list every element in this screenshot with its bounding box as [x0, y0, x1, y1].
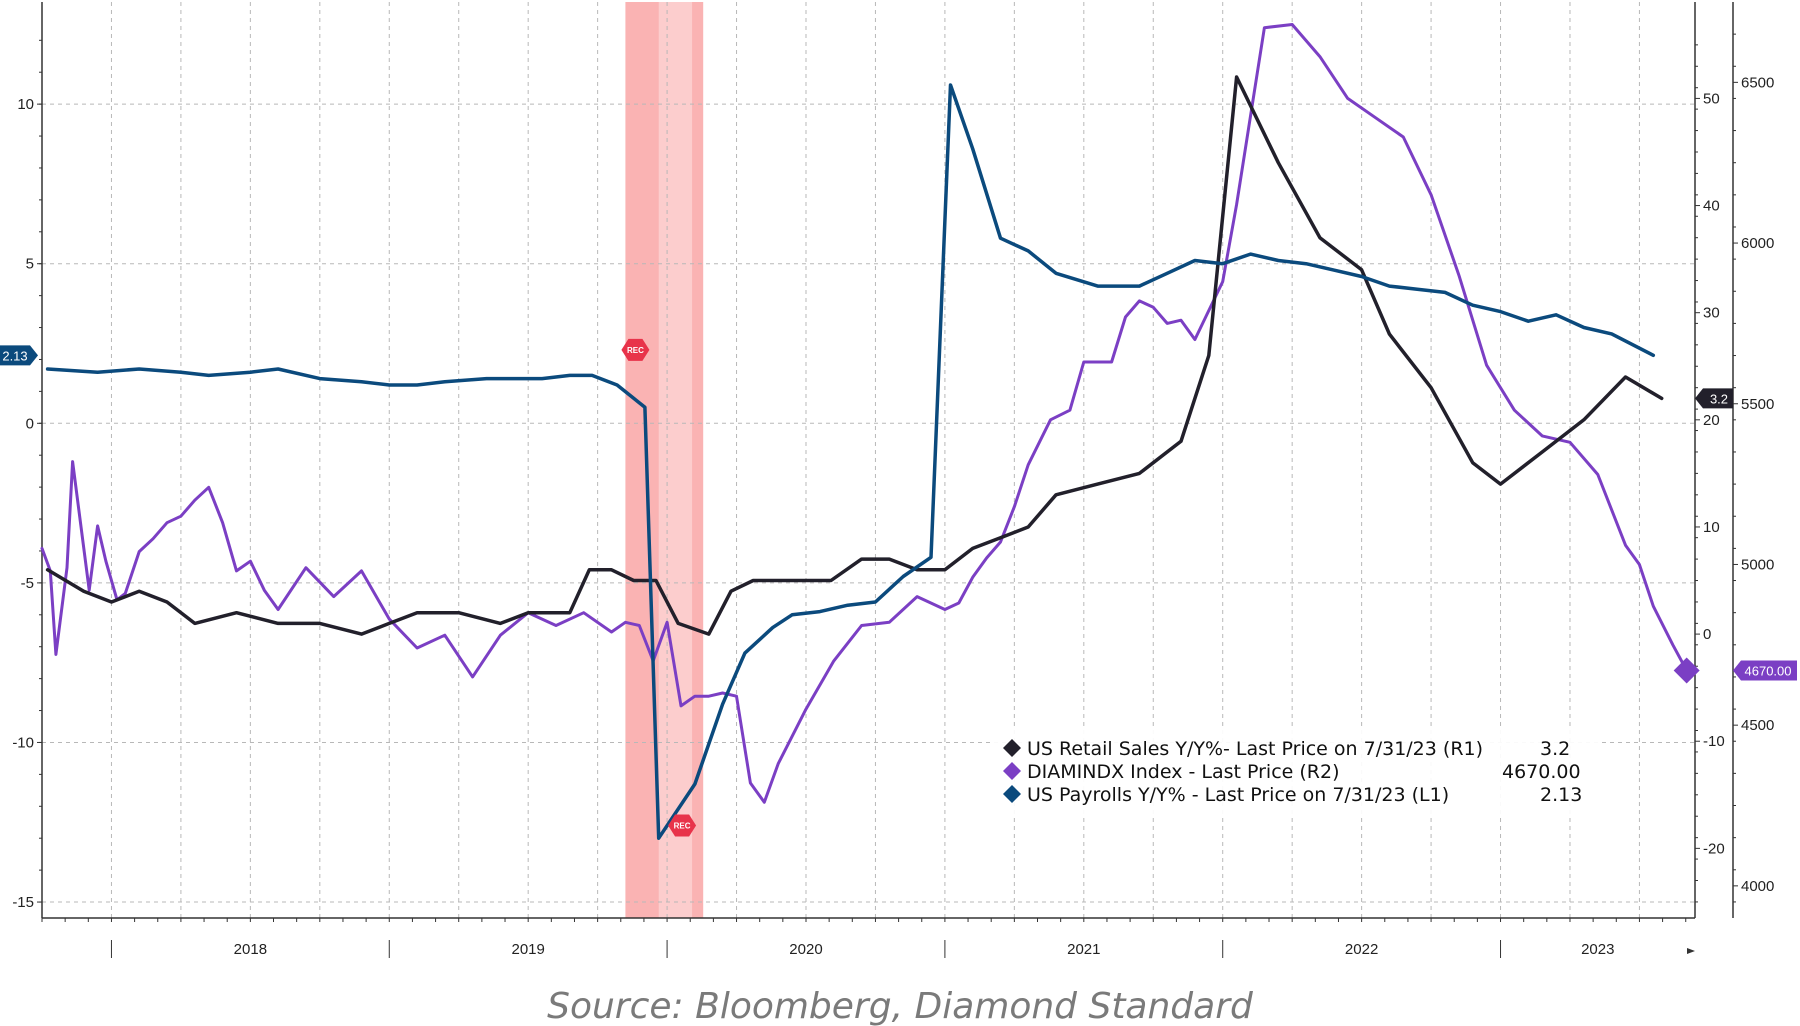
year-label-2021: 2021	[1067, 941, 1100, 958]
year-label-2022: 2022	[1345, 941, 1378, 958]
series-line-1	[40, 23, 1689, 804]
right1-tick-label: 0	[1703, 626, 1711, 643]
right1-tick-label: 40	[1703, 198, 1720, 215]
rec-marker-bottom	[668, 814, 697, 837]
right1-tick-label: -20	[1703, 840, 1725, 857]
right1-tick-label: 30	[1703, 305, 1720, 322]
year-label-2019: 2019	[511, 941, 544, 958]
diamindx-last-tag-label: 4670.00	[1745, 664, 1792, 679]
right2-tick-label: 5000	[1741, 556, 1774, 573]
right1-tick-label: 50	[1703, 90, 1720, 107]
legend-swatch-1	[1003, 762, 1021, 780]
legend-label-0: US Retail Sales Y/Y%- Last Price on 7/31…	[1027, 738, 1483, 760]
diamindx-last-tag	[1733, 660, 1797, 681]
left-tick-label: -15	[12, 894, 34, 911]
payrolls-last-tag-label: 2.13	[2, 348, 27, 363]
legend-label-2: US Payrolls Y/Y% - Last Price on 7/31/23…	[1027, 784, 1449, 806]
right2-tick-label: 4500	[1741, 717, 1774, 734]
legend-value-0: 3.2	[1540, 738, 1570, 760]
legend-box	[992, 728, 1600, 818]
right1-tick-label: -10	[1703, 733, 1725, 750]
rec-marker-bottom-label: REC	[674, 821, 691, 830]
diamindx-last-diamond	[1673, 657, 1700, 684]
left-tick-label: 0	[26, 415, 34, 432]
source-caption: Source: Bloomberg, Diamond Standard	[547, 986, 1254, 1026]
right2-tick-label: 6500	[1741, 74, 1774, 91]
legend-value-2: 2.13	[1540, 784, 1582, 806]
series-lines	[40, 23, 1689, 840]
legend-swatch-2	[1003, 785, 1021, 803]
recession-bands	[625, 2, 704, 918]
right2-tick-label: 6000	[1741, 235, 1774, 252]
legend-value-1: 4670.00	[1502, 761, 1581, 783]
retail-last-tag	[1695, 388, 1733, 409]
axes: 1050-5-10-1550403020100-10-2065006000550…	[12, 2, 1774, 958]
right2-tick-label: 4000	[1741, 878, 1774, 895]
left-tick-label: -10	[12, 734, 34, 751]
rec-marker-top-label: REC	[627, 346, 644, 355]
payrolls-last-tag	[0, 345, 38, 366]
year-label-2023: 2023	[1581, 941, 1614, 958]
x-axis-arrow	[1687, 948, 1695, 954]
left-tick-label: -5	[21, 575, 34, 592]
rec-marker-top	[621, 338, 650, 361]
legend-label-1: DIAMINDX Index - Last Price (R2)	[1027, 761, 1340, 783]
legend: US Retail Sales Y/Y%- Last Price on 7/31…	[992, 728, 1600, 818]
series-line-0	[45, 75, 1664, 636]
left-tick-label: 5	[26, 256, 34, 273]
retail-last-tag-label: 3.2	[1710, 391, 1728, 406]
year-label-2020: 2020	[789, 941, 822, 958]
right1-tick-label: 20	[1703, 412, 1720, 429]
right2-tick-label: 5500	[1741, 396, 1774, 413]
right1-tick-label: 10	[1703, 519, 1720, 536]
series-line-2	[45, 83, 1656, 840]
left-tick-label: 10	[17, 96, 34, 113]
legend-swatch-0	[1003, 739, 1021, 757]
recession-band-1	[658, 2, 693, 918]
year-label-2018: 2018	[234, 941, 267, 958]
